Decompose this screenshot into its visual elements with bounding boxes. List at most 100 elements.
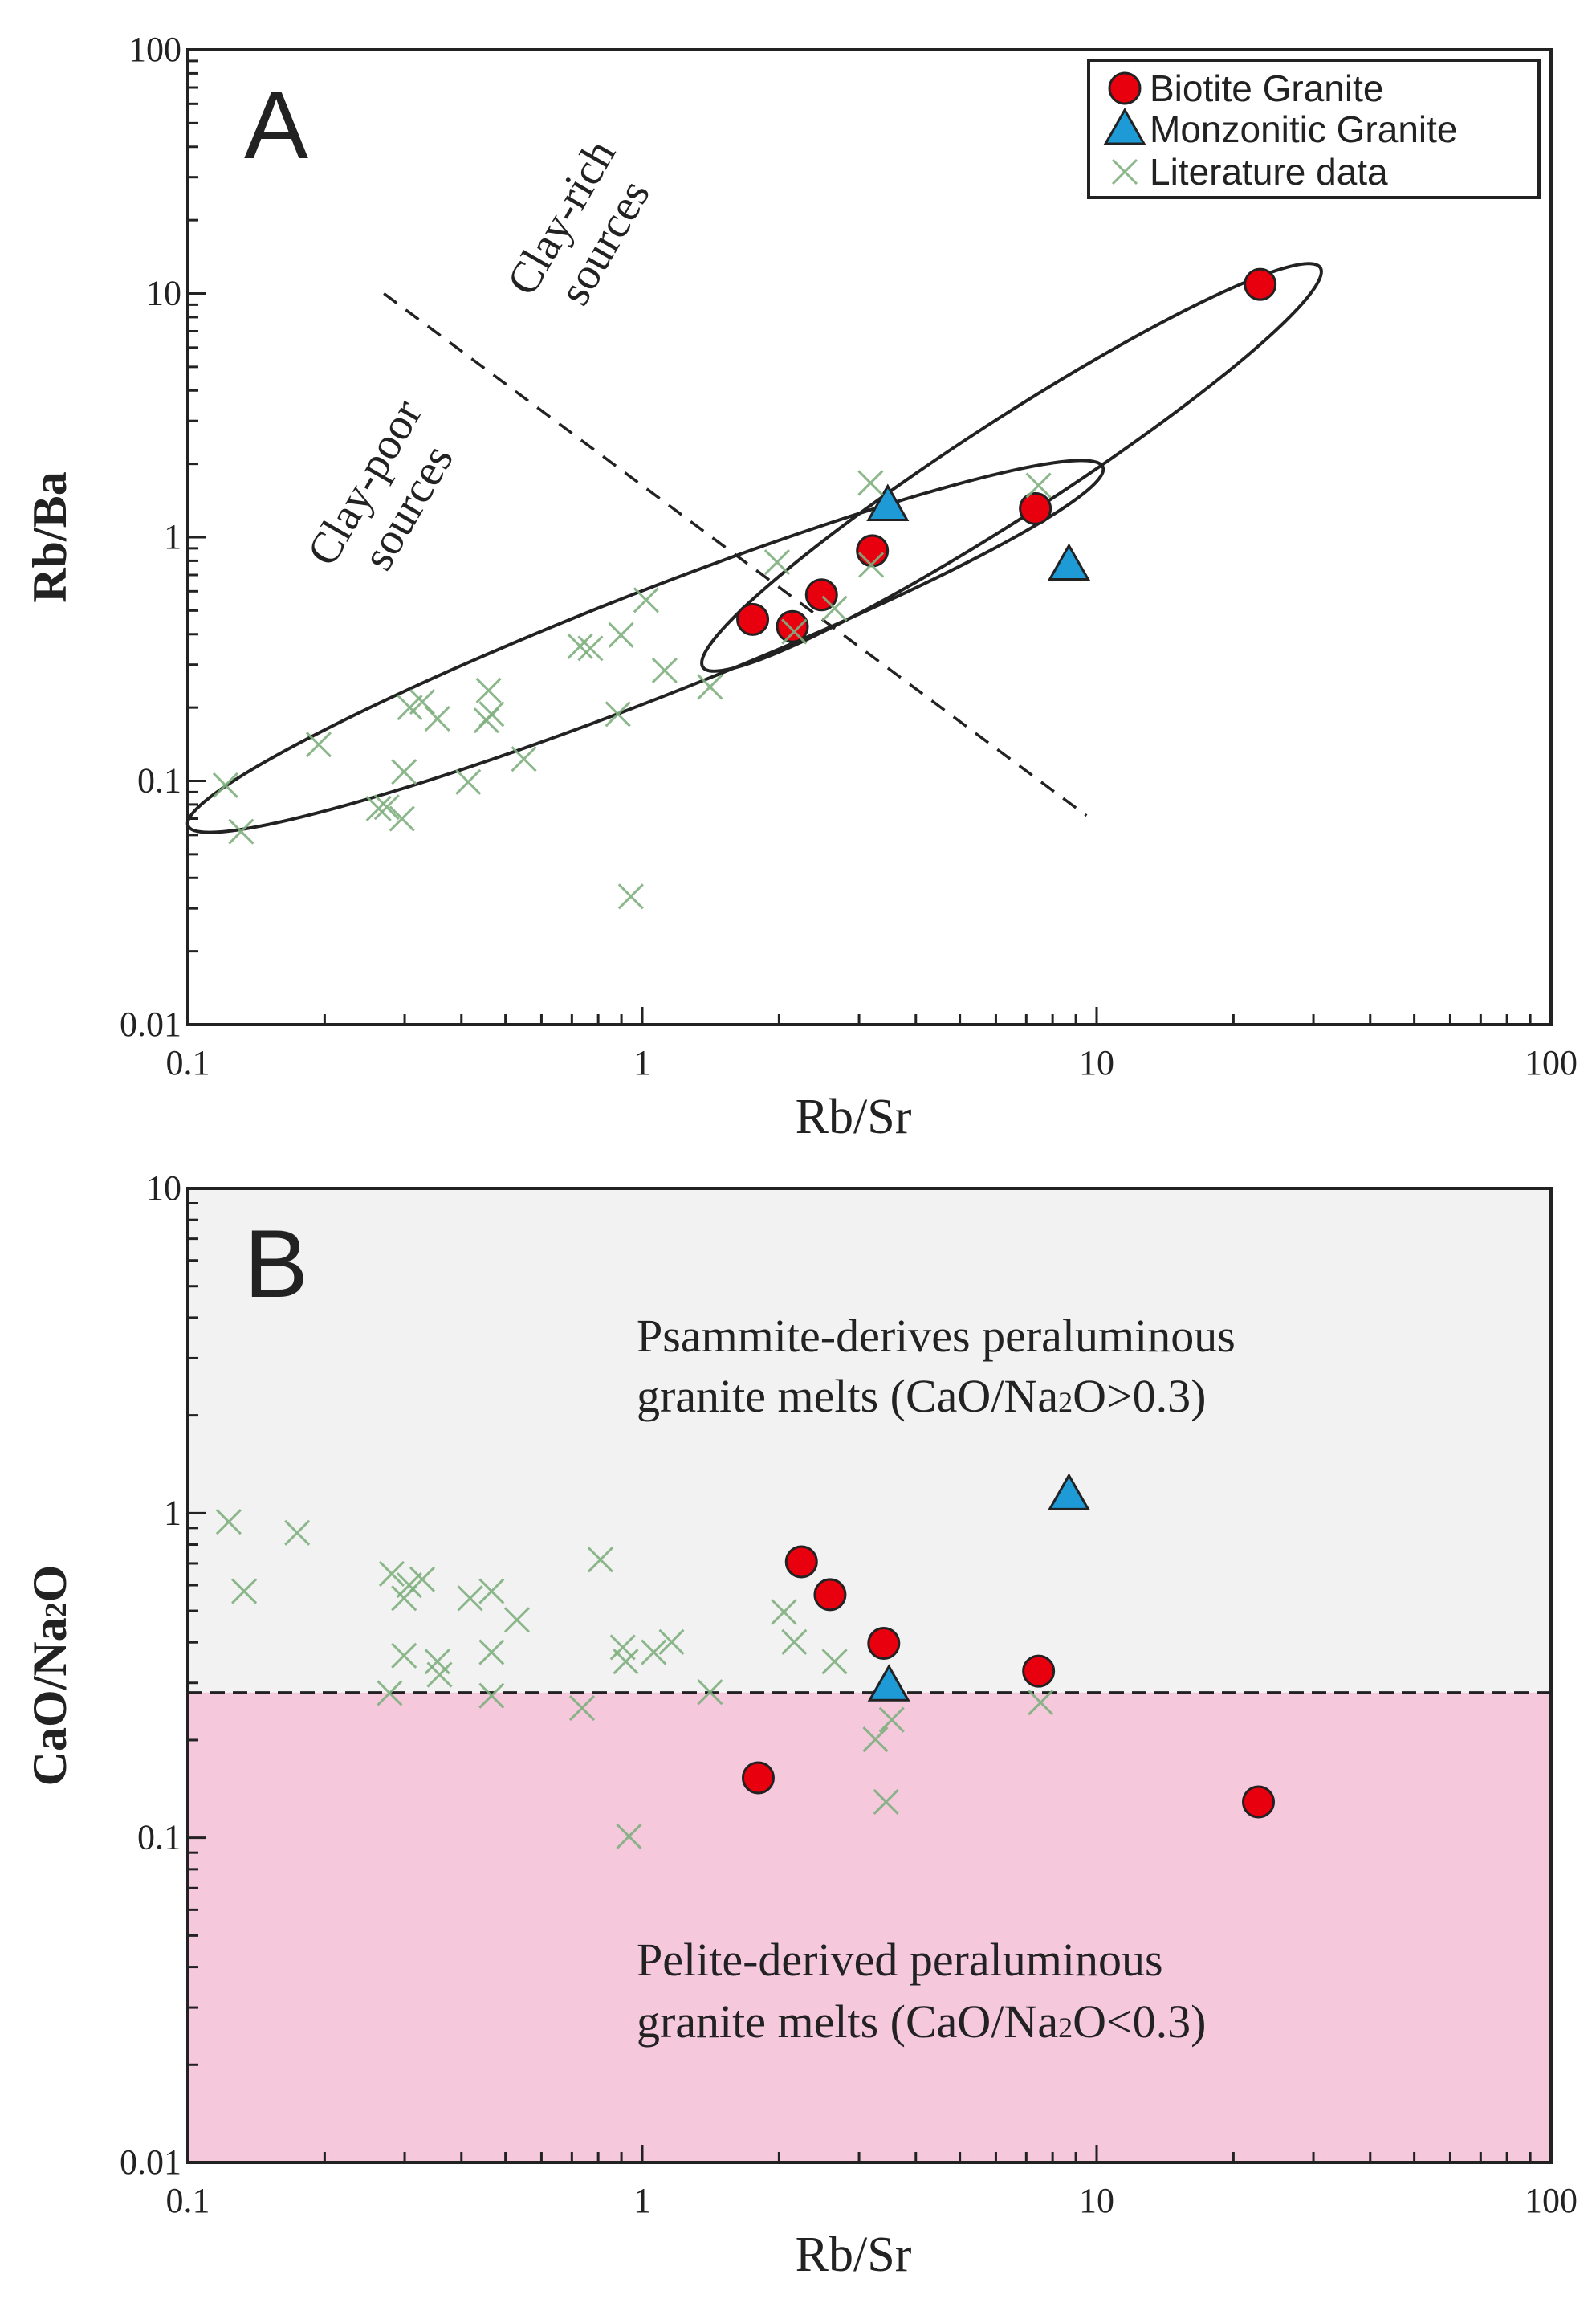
x-axis-label: Rb/Sr bbox=[796, 1090, 912, 1144]
biotite-granite-point bbox=[813, 1578, 847, 1612]
literature-data-point bbox=[651, 657, 678, 683]
literature-data-point bbox=[378, 1560, 405, 1588]
x-tick-label: 0.1 bbox=[166, 1043, 210, 1082]
legend-marker-cross-icon bbox=[1111, 158, 1138, 185]
literature-data-point bbox=[781, 1628, 808, 1655]
psammite-region bbox=[188, 1188, 1551, 1693]
literature-data-point bbox=[373, 794, 400, 821]
plot-frame bbox=[186, 1187, 1553, 2164]
literature-data-point bbox=[568, 1695, 596, 1722]
y-tick-label: 1 bbox=[164, 1493, 181, 1532]
x-axis-label: Rb/Sr bbox=[796, 2228, 912, 2282]
literature-data-point bbox=[633, 587, 659, 613]
biotite-granite-point bbox=[741, 1761, 775, 1795]
literature-data-point bbox=[821, 595, 848, 622]
literature-data-point bbox=[781, 618, 808, 645]
literature-data-point bbox=[771, 1599, 797, 1625]
ellipse-clay-poor-field bbox=[185, 459, 1105, 834]
y-tick-label: 0.1 bbox=[137, 761, 181, 801]
monzonitic-granite-point bbox=[1047, 1473, 1091, 1510]
clay-rich-label: Clay-richsources bbox=[498, 132, 669, 328]
biotite-granite-point bbox=[776, 609, 809, 643]
literature-data-point bbox=[1025, 472, 1052, 499]
panel-a: 0.1 1 10 1000.010.1110100Rb/SrRb/BaAClay-ri… bbox=[23, 30, 1578, 1144]
legend-label: Literature data bbox=[1150, 151, 1388, 193]
literature-data-point bbox=[424, 705, 450, 732]
literature-data-point bbox=[284, 1519, 311, 1546]
literature-data-point bbox=[426, 1661, 453, 1688]
biotite-granite-point bbox=[856, 534, 890, 568]
literature-data-point bbox=[396, 1571, 422, 1599]
literature-data-point bbox=[478, 1578, 505, 1604]
y-tick-label: 0.01 bbox=[120, 1005, 181, 1044]
y-tick-label: 100 bbox=[128, 30, 181, 69]
literature-data-point bbox=[478, 1682, 505, 1709]
biotite-granite-point bbox=[1242, 1785, 1276, 1819]
literature-data-point bbox=[613, 1649, 639, 1675]
y-tick-label: 0.1 bbox=[137, 1818, 181, 1857]
x-tick-label: 10 bbox=[1079, 1043, 1114, 1082]
x-tick-label: 1 bbox=[633, 2181, 651, 2220]
literature-data-point bbox=[475, 677, 502, 703]
monzonitic-granite-point bbox=[866, 483, 910, 521]
legend-label: Monzonitic Granite bbox=[1150, 108, 1458, 150]
literature-data-point bbox=[228, 818, 254, 845]
literature-data-point bbox=[658, 1628, 685, 1655]
biotite-granite-point bbox=[1022, 1654, 1056, 1688]
literature-data-point bbox=[389, 805, 415, 832]
pelite-label-line1: Pelite-derived peraluminous bbox=[637, 1934, 1163, 1986]
y-tick-label: 10 bbox=[146, 1168, 181, 1208]
literature-data-point bbox=[457, 1585, 483, 1612]
biotite-granite-point bbox=[1019, 491, 1052, 525]
monzonitic-granite-point bbox=[1047, 543, 1091, 581]
literature-data-point bbox=[862, 1726, 889, 1753]
x-tick-label: 10 bbox=[1079, 2181, 1114, 2220]
literature-data-point bbox=[605, 701, 631, 728]
legend-box bbox=[1087, 59, 1541, 199]
y-axis-label: CaO/Na2O bbox=[23, 1565, 76, 1787]
literature-data-point bbox=[1028, 1690, 1054, 1716]
literature-data-point bbox=[391, 1642, 417, 1669]
literature-data-point bbox=[857, 470, 884, 496]
monzonitic-granite-point bbox=[867, 1664, 910, 1702]
ellipse-clay-rich-field bbox=[700, 262, 1323, 673]
x-tick-label: 1 bbox=[633, 1043, 651, 1082]
y-axis-label: Rb/Ba bbox=[23, 471, 76, 602]
literature-data-point bbox=[212, 772, 238, 798]
literature-data-point bbox=[391, 759, 417, 785]
literature-data-point bbox=[641, 1639, 667, 1665]
x-tick-label: 100 bbox=[1525, 2181, 1578, 2220]
literature-data-point bbox=[215, 1509, 242, 1535]
pelite-label-line2: granite melts (CaO/Na2O<0.3) bbox=[637, 1995, 1206, 2048]
biotite-granite-point bbox=[736, 602, 770, 636]
literature-data-point bbox=[697, 1679, 723, 1706]
legend-marker-circle-icon bbox=[1108, 71, 1142, 105]
literature-data-point bbox=[397, 695, 423, 721]
legend-label: Biotite Granite bbox=[1150, 67, 1383, 109]
literature-data-point bbox=[305, 732, 332, 758]
literature-data-point bbox=[231, 1578, 258, 1604]
panel-label: B bbox=[244, 1210, 308, 1318]
y-tick-label: 0.01 bbox=[120, 2142, 181, 2182]
psammite-label-line2: granite melts (CaO/Na2O>0.3) bbox=[637, 1370, 1206, 1422]
literature-data-point bbox=[409, 689, 436, 715]
literature-data-point bbox=[478, 1639, 505, 1665]
legend-marker-triangle-icon bbox=[1103, 107, 1146, 145]
literature-data-point bbox=[587, 1547, 613, 1573]
literature-data-point bbox=[455, 768, 482, 795]
literature-data-point bbox=[409, 1566, 436, 1592]
literature-data-point bbox=[377, 1680, 403, 1706]
literature-data-point bbox=[858, 552, 885, 578]
literature-data-point bbox=[511, 746, 537, 772]
psammite-label-line1: Psammite-derives peraluminous bbox=[637, 1310, 1236, 1362]
biotite-granite-point bbox=[784, 1545, 818, 1579]
literature-data-point bbox=[697, 674, 723, 700]
clay-poor-label: Clay-poorsources bbox=[298, 391, 475, 599]
literature-data-point bbox=[567, 633, 593, 659]
clay-divider-line bbox=[383, 292, 1088, 817]
literature-data-point bbox=[873, 1788, 899, 1816]
literature-data-point bbox=[608, 622, 634, 648]
biotite-granite-point bbox=[867, 1627, 901, 1661]
